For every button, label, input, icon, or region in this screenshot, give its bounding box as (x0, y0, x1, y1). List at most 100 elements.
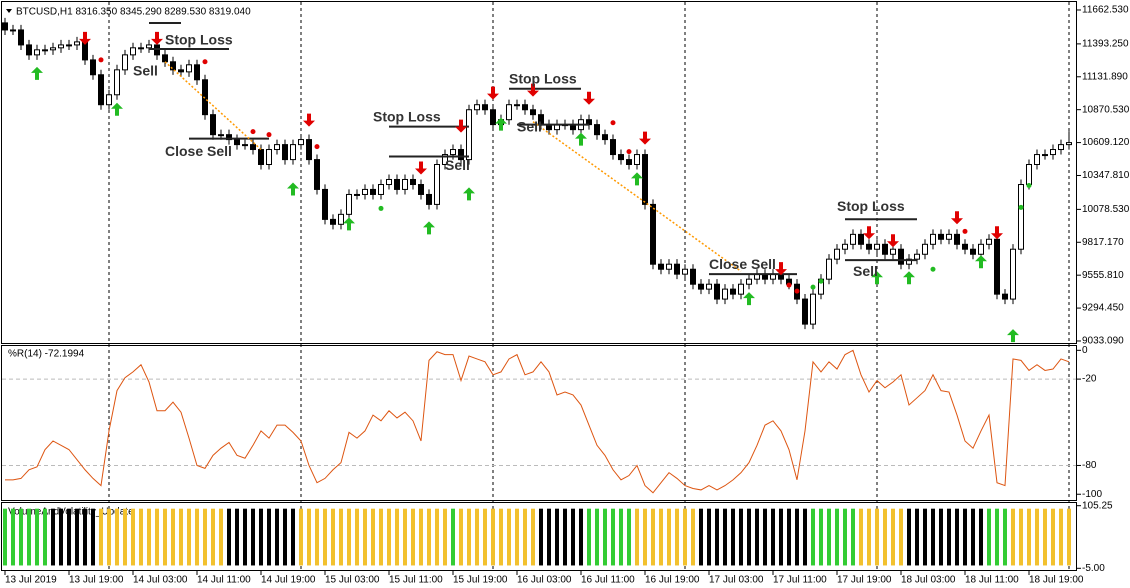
volume-bar (331, 508, 335, 566)
y-tick-label: -80 (1082, 460, 1097, 471)
sell-arrow (527, 83, 539, 97)
candle-body (282, 144, 288, 161)
wpr-line (5, 349, 1070, 494)
volume-bar (899, 508, 903, 566)
x-tick-label: 16 Jul 11:00 (581, 575, 635, 586)
volume-bar (155, 508, 159, 566)
annotation: Stop Loss (509, 70, 577, 86)
candle-body (826, 258, 832, 280)
candle-body (266, 149, 272, 166)
volume-bar (587, 508, 591, 566)
candle-body (402, 178, 408, 190)
volume-bar (243, 508, 247, 566)
volume-bar (603, 508, 607, 566)
buy-arrow (575, 132, 587, 146)
candle-body (666, 263, 672, 270)
sell-arrow (863, 226, 875, 240)
candle-body (42, 49, 48, 52)
candle-body (962, 243, 968, 250)
candle-body (298, 139, 304, 146)
volume-bar (179, 508, 183, 566)
candle-body (66, 44, 72, 47)
sell-arrow (415, 161, 427, 175)
volume-bar (883, 508, 887, 566)
candle-body (610, 139, 616, 156)
volume-bar (379, 508, 383, 566)
volume-bar (395, 508, 399, 566)
annotation: Stop Loss (837, 198, 905, 214)
y-tick-label: 9555.810 (1082, 270, 1124, 281)
volume-bar (435, 508, 439, 566)
candle-body (954, 233, 960, 245)
volume-bar (979, 508, 983, 566)
candle-body (474, 104, 480, 111)
sell-dot (202, 59, 208, 65)
candle-body (994, 238, 1000, 295)
x-tick-label: 15 Jul 03:00 (325, 575, 380, 586)
candle-body (1002, 293, 1008, 300)
candle-body (978, 243, 984, 255)
volume-bar (907, 508, 911, 566)
volume-bar (363, 508, 367, 566)
candle-body (922, 243, 928, 255)
sell-arrow (951, 211, 963, 225)
x-tick-label: 14 Jul 03:00 (133, 575, 188, 586)
sell-dot (98, 57, 104, 63)
volume-bar (451, 508, 455, 566)
candle-body (378, 184, 384, 195)
volume-bar (627, 508, 631, 566)
volume-bar (267, 508, 271, 566)
volume-bar (547, 508, 551, 566)
annotation: Sell (853, 263, 878, 279)
candle-body (466, 109, 472, 161)
candle-body (970, 248, 976, 255)
volume-bar (867, 508, 871, 566)
volume-bar (539, 508, 543, 566)
candle-body (442, 154, 448, 166)
annotation: Stop Loss (373, 108, 441, 124)
candle-body (698, 283, 704, 290)
candle-body (986, 238, 992, 245)
volume-bar (531, 508, 535, 566)
volume-bar (1011, 508, 1015, 566)
volume-bar (739, 508, 743, 566)
volume-bar (187, 508, 191, 566)
volume-bar (1051, 508, 1055, 566)
volume-bar (915, 508, 919, 566)
volume-bar (147, 508, 151, 566)
volume-bar (715, 508, 719, 566)
volume-bar (483, 508, 487, 566)
candle-body (946, 233, 952, 240)
sell-arrow (991, 226, 1003, 240)
volume-bar (283, 508, 287, 566)
candle-body (410, 178, 416, 186)
sell-arrow (487, 86, 499, 100)
volume-bar (35, 508, 39, 566)
sell-dot (786, 282, 792, 288)
sell-arrow (151, 31, 163, 45)
candle-body (506, 104, 512, 121)
candle-body (74, 41, 80, 46)
x-tick-label: 13 Jul 19:00 (69, 575, 124, 586)
y-tick-label: 105.25 (1082, 500, 1113, 511)
candle-body (1050, 149, 1056, 156)
volume-bar (515, 508, 519, 566)
x-tick-label: 14 Jul 11:00 (197, 575, 251, 586)
candle-body (18, 29, 24, 46)
candle-body (162, 54, 168, 63)
buy-dot (378, 205, 384, 211)
y-tick-label: -20 (1082, 374, 1097, 385)
sell-arrow (775, 262, 787, 276)
volume-bar (59, 508, 63, 566)
x-tick-label: 18 Jul 19:00 (1029, 575, 1084, 586)
volume-bar (371, 508, 375, 566)
volume-bar (891, 508, 895, 566)
volume-bar (563, 508, 567, 566)
candle-body (210, 114, 216, 136)
sell-arrow (303, 113, 315, 127)
buy-arrow (111, 102, 123, 116)
x-tick-label: 13 Jul 2019 (5, 575, 57, 586)
buy-arrow (343, 217, 355, 231)
y-tick-label: -5.00 (1082, 563, 1105, 574)
volume-bar (755, 508, 759, 566)
